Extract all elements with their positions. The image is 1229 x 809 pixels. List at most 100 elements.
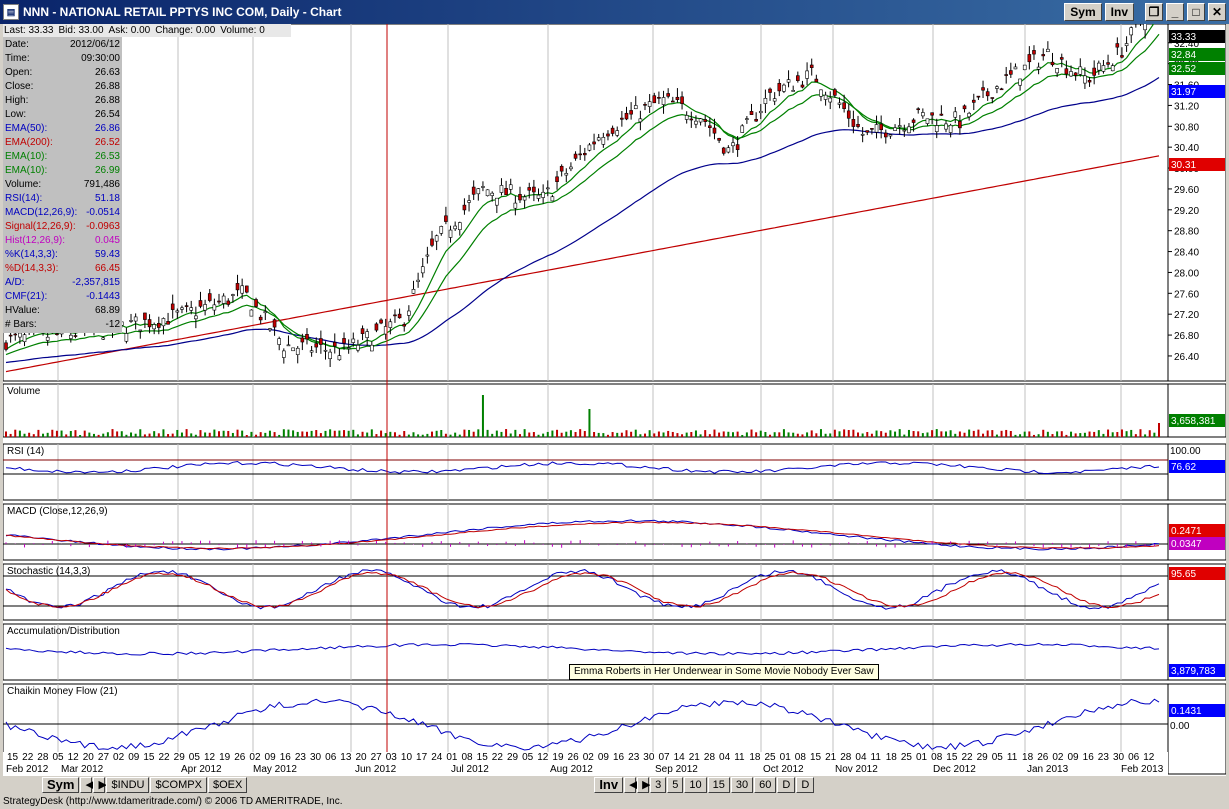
ema10-line-a bbox=[5, 33, 1160, 356]
sym-tab[interactable]: Sym bbox=[42, 777, 80, 793]
candle-body bbox=[407, 310, 411, 316]
candle-body bbox=[990, 97, 995, 99]
rsi-tag-100: 100.00 bbox=[1170, 446, 1201, 457]
candle-body bbox=[777, 83, 782, 92]
interval-tab-15[interactable]: 15 bbox=[707, 777, 730, 793]
data-box-value: 26.53 bbox=[94, 151, 120, 162]
volume-bar bbox=[143, 434, 146, 437]
candle-body bbox=[708, 125, 712, 128]
candle-body bbox=[397, 313, 402, 319]
interval-tab-daily-2[interactable]: D bbox=[796, 777, 815, 793]
inv-button[interactable]: Inv bbox=[1104, 3, 1134, 21]
candle-body bbox=[143, 312, 147, 320]
volume-bar bbox=[1097, 430, 1100, 437]
price-tick-label: 26.40 bbox=[1174, 352, 1199, 363]
candle-body bbox=[689, 118, 694, 121]
symbol-tab-indu[interactable]: $INDU bbox=[106, 777, 150, 793]
interval-tab-10[interactable]: 10 bbox=[684, 777, 707, 793]
interval-prev-icon[interactable]: ◀ bbox=[624, 777, 638, 793]
prev-arrow-icon[interactable]: ◀ bbox=[80, 777, 94, 793]
date-tick-label: 19 bbox=[552, 752, 564, 763]
candle-body bbox=[101, 337, 106, 340]
data-box-label: A/D: bbox=[5, 277, 25, 288]
maximize-icon[interactable]: □ bbox=[1187, 3, 1205, 21]
candle-body bbox=[1032, 50, 1036, 55]
price-tick-label: 27.20 bbox=[1174, 310, 1199, 321]
volume-bar bbox=[171, 433, 174, 437]
price-tick-label: 30.80 bbox=[1174, 122, 1199, 133]
date-tick-label: 18 bbox=[1022, 752, 1034, 763]
date-tick-label: 04 bbox=[719, 752, 731, 763]
inv-tab[interactable]: Inv bbox=[594, 777, 624, 793]
date-tick-label: 10 bbox=[400, 752, 413, 763]
candle-body bbox=[846, 110, 851, 119]
data-box-value: 09:30:00 bbox=[81, 53, 120, 64]
candle-body bbox=[819, 89, 823, 97]
month-label: Nov 2012 bbox=[835, 764, 878, 775]
volume-bar bbox=[602, 433, 605, 437]
interval-tab-5[interactable]: 5 bbox=[667, 777, 684, 793]
candle-body bbox=[133, 316, 138, 322]
volume-bar bbox=[185, 429, 188, 437]
symbol-tab-compx[interactable]: $COMPX bbox=[150, 777, 207, 793]
last-price: Last: 33.33 bbox=[4, 25, 54, 36]
sym-button[interactable]: Sym bbox=[1064, 3, 1102, 21]
volume-bar bbox=[463, 429, 466, 437]
date-tick-label: 06 bbox=[1128, 752, 1140, 763]
candle-body bbox=[240, 285, 244, 294]
candle-body bbox=[69, 334, 73, 339]
candle-body bbox=[786, 79, 791, 83]
symbol-tab-oex[interactable]: $OEX bbox=[207, 777, 248, 793]
volume-bar bbox=[875, 430, 878, 437]
restore-icon[interactable]: ❐ bbox=[1145, 3, 1163, 21]
volume-bar bbox=[537, 434, 540, 437]
candle-body bbox=[13, 333, 18, 336]
volume-bar bbox=[801, 434, 804, 437]
volume-bar bbox=[458, 434, 461, 437]
date-tick-label: 29 bbox=[506, 752, 519, 763]
minimize-icon[interactable]: _ bbox=[1166, 3, 1184, 21]
volume-bar bbox=[315, 430, 318, 437]
volume-bar bbox=[1134, 434, 1137, 437]
candle-body bbox=[203, 304, 207, 311]
stoch-tag-bg bbox=[1169, 567, 1225, 580]
interval-tab-3[interactable]: 3 bbox=[650, 777, 667, 793]
data-box-label: Time: bbox=[5, 53, 30, 64]
price-tag-label: 32.84 bbox=[1171, 50, 1196, 61]
candle-body bbox=[263, 311, 268, 314]
interval-tab-60[interactable]: 60 bbox=[754, 777, 777, 793]
volume-bar bbox=[741, 434, 744, 437]
volume-bar bbox=[546, 431, 549, 437]
volume-bar bbox=[361, 431, 364, 437]
date-tick-label: 21 bbox=[688, 752, 700, 763]
next-arrow-icon[interactable]: ▶ bbox=[93, 777, 107, 793]
candle-body bbox=[833, 89, 837, 96]
date-tick-label: 15 bbox=[7, 752, 19, 763]
volume-bar bbox=[769, 434, 772, 437]
volume-bar bbox=[259, 432, 262, 437]
candle-body bbox=[601, 137, 606, 145]
candle-body bbox=[490, 192, 495, 196]
candle-body bbox=[157, 322, 161, 328]
candle-body bbox=[226, 300, 231, 305]
volume-bar bbox=[486, 429, 489, 437]
data-box-value: -0.1443 bbox=[86, 291, 120, 302]
volume-bar bbox=[819, 429, 822, 437]
volume-bar bbox=[958, 431, 961, 437]
date-tick-label: 16 bbox=[1082, 752, 1094, 763]
candle-body bbox=[532, 186, 536, 193]
date-tick-label: 22 bbox=[961, 752, 973, 763]
data-box-value: 26.52 bbox=[94, 137, 120, 148]
volume-bar bbox=[523, 429, 526, 437]
interval-tab-daily[interactable]: D bbox=[777, 777, 796, 793]
volume-bar bbox=[708, 434, 711, 437]
volume-bar bbox=[565, 431, 568, 437]
candle-body bbox=[1120, 55, 1124, 58]
volume-bar bbox=[176, 429, 179, 437]
close-icon[interactable]: ✕ bbox=[1208, 3, 1226, 21]
macd-panel-label: MACD (Close,12,26,9) bbox=[7, 506, 108, 517]
rsi-line bbox=[5, 460, 1160, 475]
interval-tab-30[interactable]: 30 bbox=[730, 777, 754, 793]
candle-body bbox=[1106, 62, 1110, 65]
interval-next-icon[interactable]: ▶ bbox=[637, 777, 651, 793]
